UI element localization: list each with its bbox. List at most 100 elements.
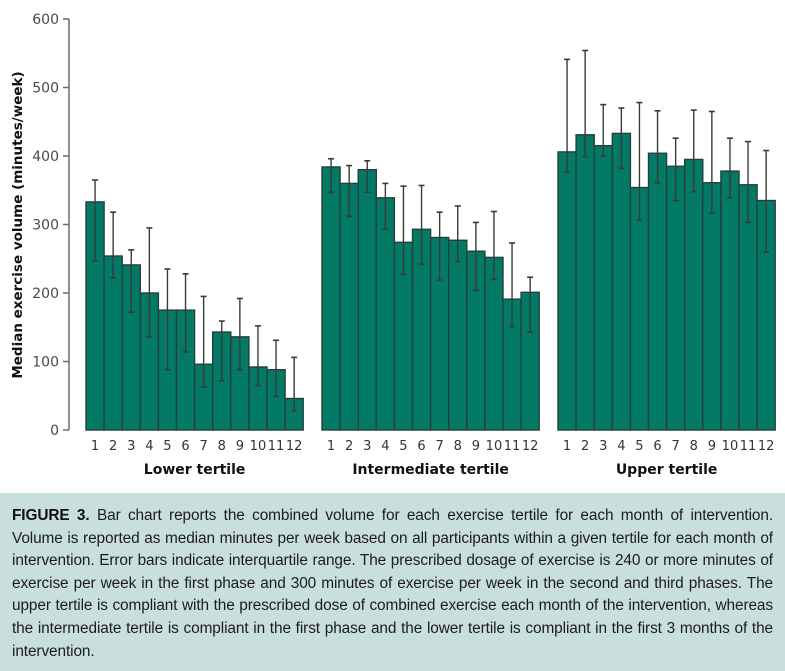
y-tick-label: 100 <box>32 355 59 371</box>
x-tick-label: 8 <box>218 439 226 454</box>
x-tick-label: 1 <box>327 439 335 454</box>
y-tick-label: 0 <box>50 423 59 439</box>
bar-chart: 0 100 200 300 400 500 600 Median exercise volu… <box>10 12 776 478</box>
error-bar <box>672 137 679 202</box>
x-tick-label: 2 <box>345 439 353 454</box>
x-tick-label: 4 <box>617 439 625 454</box>
bar <box>611 132 632 431</box>
x-tick-label: 4 <box>381 439 389 454</box>
error-bar <box>254 325 261 387</box>
bar <box>720 170 740 431</box>
error-bar <box>291 356 298 412</box>
error-bar <box>564 58 571 174</box>
error-bar <box>436 211 443 281</box>
error-bar <box>472 221 479 292</box>
x-tick-label: 11 <box>740 439 757 454</box>
x-tick-label: 4 <box>145 439 153 454</box>
error-bars-layer <box>92 49 770 412</box>
error-bar <box>690 109 697 193</box>
x-tick-label: 2 <box>581 439 589 454</box>
group-label: Upper tertile <box>616 462 718 478</box>
error-bar <box>745 140 752 224</box>
error-bar <box>708 110 715 214</box>
error-bar <box>110 211 117 279</box>
x-tick-label: 10 <box>722 439 739 454</box>
bar <box>484 256 504 431</box>
x-tick-label: 10 <box>250 439 267 454</box>
error-bar <box>364 159 371 194</box>
x-tick-label: 1 <box>91 439 99 454</box>
bar <box>375 197 396 431</box>
error-bar <box>164 268 171 371</box>
bar <box>357 168 378 431</box>
y-axis-title: Median exercise volume (minutes/week) <box>10 71 26 378</box>
x-tick-label: 7 <box>200 439 208 454</box>
error-bar <box>490 210 497 281</box>
x-tick-label: 8 <box>454 439 462 454</box>
bar <box>702 182 722 431</box>
x-tick-label: 12 <box>286 439 303 454</box>
x-tick-label: 1 <box>563 439 571 454</box>
y-tick-label: 200 <box>32 286 59 302</box>
x-tick-label: 5 <box>635 439 643 454</box>
bar <box>647 152 668 431</box>
bar <box>575 134 595 431</box>
x-tick-label: 7 <box>436 439 444 454</box>
error-bar <box>236 297 243 371</box>
error-bar <box>273 339 280 398</box>
error-bar <box>200 295 207 388</box>
error-bar <box>418 184 425 266</box>
y-tick-label: 300 <box>32 218 59 234</box>
error-bar <box>346 164 353 218</box>
group-label: Lower tertile <box>144 462 246 478</box>
x-tick-label: 3 <box>127 439 135 454</box>
group-label: Intermediate tertile <box>352 462 509 478</box>
error-bar <box>654 109 661 184</box>
error-bar <box>618 107 625 170</box>
x-tick-label: 12 <box>522 439 539 454</box>
x-tick-label: 5 <box>163 439 171 454</box>
x-tick-label: 6 <box>181 439 189 454</box>
x-tick-label: 7 <box>672 439 680 454</box>
x-tick-label: 3 <box>599 439 607 454</box>
x-tick-label: 8 <box>690 439 698 454</box>
error-bar <box>218 320 225 382</box>
x-tick-label: 3 <box>363 439 371 454</box>
error-bar <box>763 149 770 253</box>
x-tick-label: 11 <box>268 439 285 454</box>
figure-caption: FIGURE 3. Bar chart reports the combined… <box>0 493 785 671</box>
error-bar <box>509 242 516 328</box>
bar <box>629 186 650 431</box>
x-tick-label: 6 <box>417 439 425 454</box>
bars-layer <box>85 132 776 431</box>
x-tick-label: 12 <box>758 439 775 454</box>
error-bar <box>582 49 589 158</box>
bar <box>684 158 704 431</box>
x-tick-label: 10 <box>486 439 503 454</box>
bar <box>103 255 123 431</box>
error-bar <box>527 276 534 333</box>
bar <box>665 165 686 431</box>
bar-group-upper-tertile <box>557 132 776 431</box>
x-tick-label: 9 <box>236 439 244 454</box>
error-bar <box>600 103 607 157</box>
y-tick-label: 500 <box>32 81 59 97</box>
error-bar <box>400 185 407 276</box>
error-bar <box>128 249 135 313</box>
figure-label: FIGURE 3. <box>12 507 90 524</box>
bar <box>593 145 614 431</box>
error-bar <box>454 205 461 263</box>
error-bar <box>146 227 153 338</box>
error-bar <box>92 179 99 262</box>
error-bar <box>636 101 643 222</box>
bar <box>448 239 468 431</box>
y-tick-label: 400 <box>32 149 59 165</box>
x-tick-label: 6 <box>653 439 661 454</box>
error-bar <box>726 137 733 199</box>
bar <box>557 151 577 431</box>
bar <box>339 182 359 431</box>
x-tick-label: 2 <box>109 439 117 454</box>
x-tick-label: 11 <box>504 439 521 454</box>
bar-group-intermediate-tertile <box>321 166 540 431</box>
